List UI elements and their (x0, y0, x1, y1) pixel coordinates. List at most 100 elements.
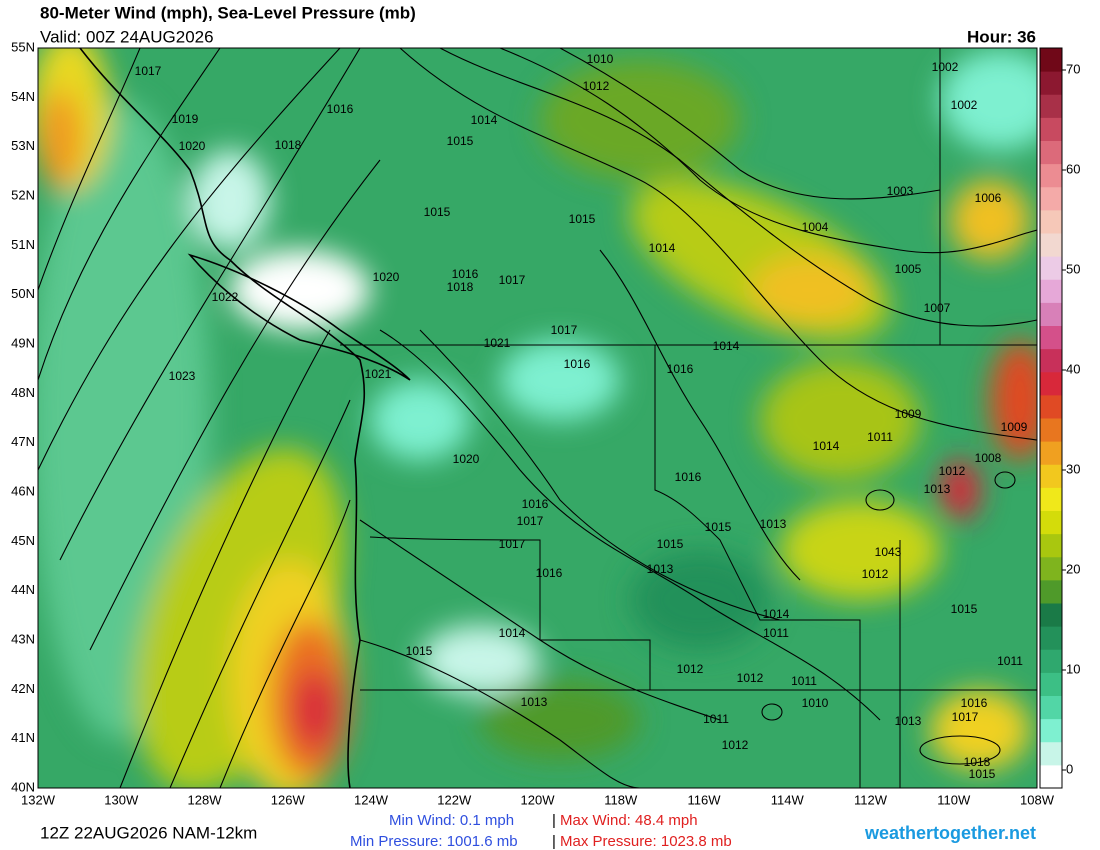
colorbar-segment (1040, 556, 1062, 581)
lat-label: 53N (11, 138, 35, 153)
lon-label: 116W (688, 792, 722, 807)
colorbar-segment (1040, 94, 1062, 118)
isobar-label: 1017 (517, 514, 544, 528)
colorbar-label: 20 (1066, 561, 1080, 576)
lon-label: 112W (854, 792, 888, 807)
isobar-label: 1023 (169, 369, 196, 383)
isobar-label: 1020 (179, 139, 206, 153)
lon-label: 126W (271, 792, 306, 807)
colorbar-segment (1040, 186, 1062, 211)
map (38, 48, 1037, 788)
colorbar-segment (1040, 626, 1062, 650)
isobar-label: 1002 (932, 60, 959, 74)
map-frame (37, 47, 1038, 789)
isobar-label: 1022 (212, 290, 239, 304)
forecast-hour: Hour: 36 (967, 27, 1036, 46)
separator: | (552, 812, 556, 829)
max-wind: Max Wind: 48.4 mph (560, 812, 698, 829)
isobar-label: 1011 (867, 430, 893, 444)
isobar-label: 1002 (951, 98, 978, 112)
colorbar-segment (1040, 441, 1062, 465)
isobar-label: 1014 (471, 113, 498, 127)
colorbar-segment (1040, 579, 1062, 604)
colorbar-segment (1040, 741, 1062, 766)
isobar-label: 1018 (275, 138, 302, 152)
isobar-label: 1017 (135, 64, 162, 78)
colorbar-label: 10 (1066, 661, 1080, 676)
isobar-label: 1016 (675, 470, 702, 484)
colorbar-segment (1040, 533, 1062, 558)
isobar-label: 1021 (365, 367, 392, 381)
isobar-label: 1020 (453, 452, 480, 466)
lon-label: 132W (21, 792, 56, 807)
isobar-label: 1012 (677, 662, 704, 676)
isobar-label: 1015 (657, 537, 684, 551)
isobar-label: 1016 (564, 357, 591, 371)
lon-label: 108W (1020, 792, 1055, 807)
colorbar-segment (1040, 718, 1062, 743)
lat-label: 47N (11, 434, 35, 449)
colorbar-segment (1040, 371, 1062, 396)
isobar-label: 1017 (499, 273, 526, 287)
isobar-label: 1016 (961, 696, 988, 710)
isobar-label: 1013 (647, 562, 674, 576)
lat-label: 40N (11, 779, 35, 794)
isobar-label: 1015 (705, 520, 732, 534)
colorbar-segment (1040, 603, 1062, 627)
isobar-label: 1011 (997, 654, 1023, 668)
colorbar-segment (1040, 764, 1062, 789)
isobar-label: 1015 (951, 602, 978, 616)
lon-label: 124W (354, 792, 389, 807)
isobar-label: 1019 (172, 112, 199, 126)
colorbar-segment (1040, 418, 1062, 442)
colorbar-segment (1040, 48, 1062, 72)
valid-time: Valid: 00Z 24AUG2026 (40, 27, 214, 46)
isobar-label: 1016 (536, 566, 563, 580)
isobar-label: 1016 (327, 102, 354, 116)
colorbar-segment (1040, 140, 1062, 165)
isobar-label: 1018 (964, 755, 991, 769)
borders (340, 48, 1037, 788)
lat-label: 51N (11, 237, 35, 252)
isobar-label: 1015 (424, 205, 451, 219)
isobar-label: 1013 (924, 482, 951, 496)
lon-label: 120W (521, 792, 556, 807)
lat-label: 50N (11, 286, 35, 301)
model-run: 12Z 22AUG2026 NAM-12km (40, 823, 257, 842)
lat-label: 43N (11, 631, 35, 646)
isobar-label: 1012 (722, 738, 749, 752)
colorbar-segment (1040, 672, 1062, 696)
lat-label: 52N (11, 187, 35, 202)
isobar-label: 1012 (583, 79, 610, 93)
isobar-label: 1003 (887, 184, 914, 198)
isobar-label: 1016 (522, 497, 549, 511)
colorbar-segment (1040, 649, 1062, 673)
isobar-label: 1014 (763, 607, 790, 621)
lon-label: 118W (604, 792, 638, 807)
isobar-label: 1011 (703, 712, 729, 726)
isobar-label: 1014 (649, 241, 676, 255)
isobar-label: 1014 (813, 439, 840, 453)
isobar-label: 1017 (551, 323, 578, 337)
colorbar-segment (1040, 510, 1062, 535)
min-wind: Min Wind: 0.1 mph (389, 812, 514, 829)
colorbar-segment (1040, 256, 1062, 280)
colorbar-frame (1039, 47, 1063, 789)
isobar-label: 1013 (895, 714, 922, 728)
lat-label: 49N (11, 335, 35, 350)
colorbar-segment (1040, 464, 1062, 488)
colorbar-label: 50 (1066, 261, 1080, 276)
lat-label: 54N (11, 89, 35, 104)
title: 80-Meter Wind (mph), Sea-Level Pressure … (40, 3, 416, 22)
isobar-label: 1011 (791, 674, 817, 688)
isobar-label: 1015 (406, 644, 433, 658)
isobar-label: 1013 (760, 517, 787, 531)
isobar-label: 1016 (452, 267, 479, 281)
lat-label: 42N (11, 681, 35, 696)
colorbar-label: 30 (1066, 461, 1080, 476)
isobar-label: 1014 (713, 339, 740, 353)
isobar-label: 1009 (1001, 420, 1028, 434)
colorbar-segment (1040, 209, 1062, 234)
isobar-label: 1015 (969, 767, 996, 781)
